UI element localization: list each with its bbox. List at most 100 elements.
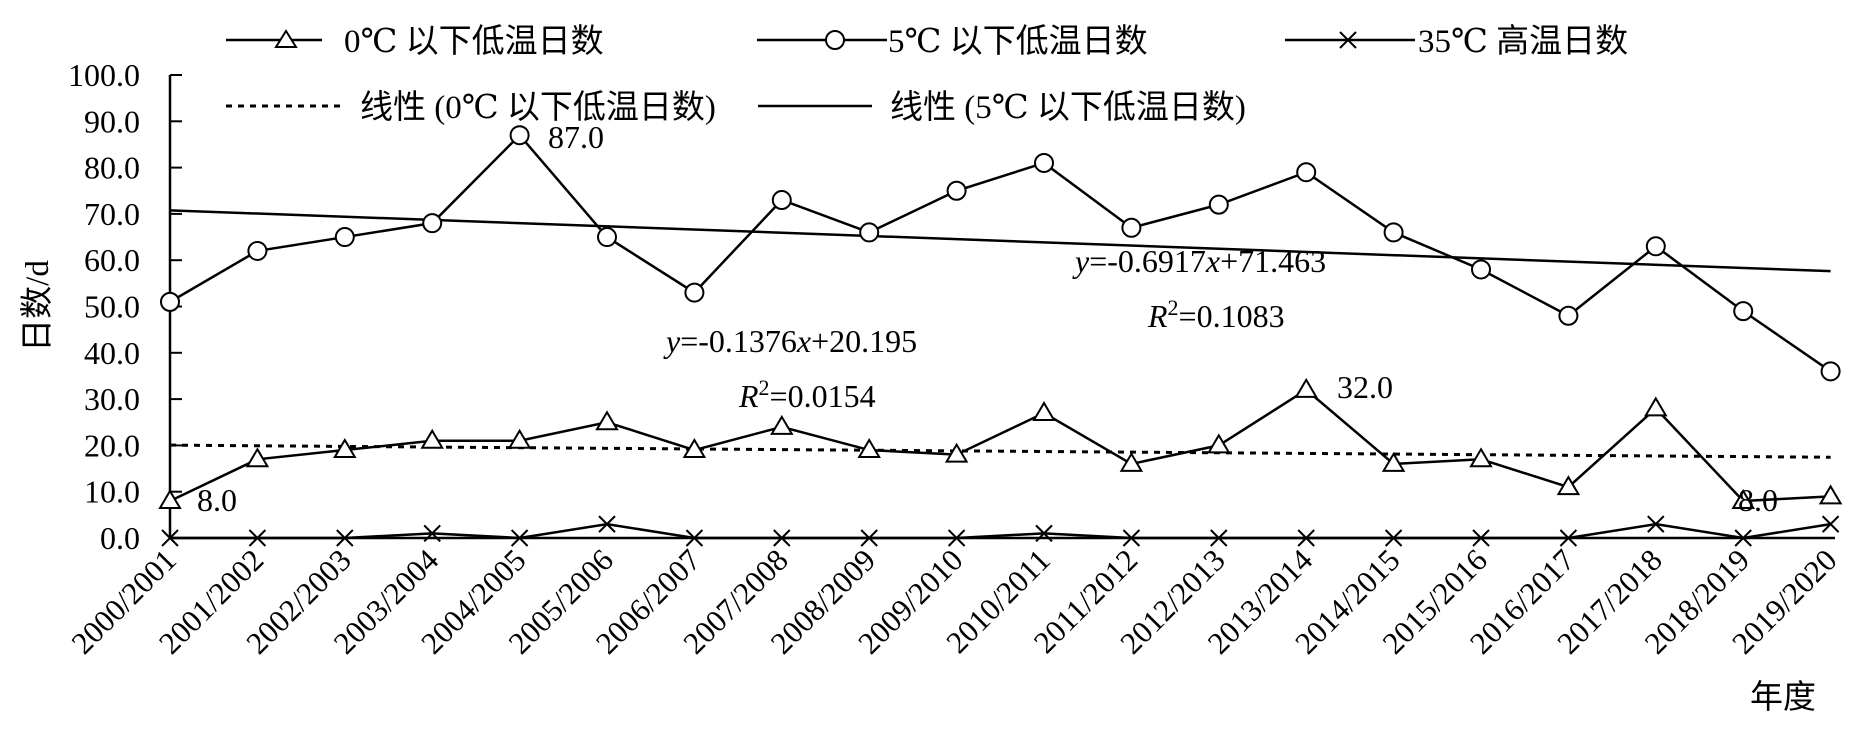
x-ticks: 2000/20012001/20022002/20032003/20042004… xyxy=(64,542,1843,661)
marker-5c xyxy=(1820,361,1841,382)
x-axis-label: 年度 xyxy=(1750,679,1816,716)
marker-5c xyxy=(1383,222,1404,243)
marker-0c xyxy=(333,438,357,459)
marker-5c xyxy=(1645,236,1666,257)
marker-0c xyxy=(1119,451,1144,472)
svg-text:R2=0.1083: R2=0.1083 xyxy=(1147,295,1285,334)
marker-35c xyxy=(685,529,704,547)
eq0-rest: +20.195 xyxy=(811,323,917,359)
r2-0-r: R xyxy=(738,378,759,414)
y-tick-label: 20.0 xyxy=(84,427,140,463)
marker-5c xyxy=(771,190,792,211)
svg-text:R2=0.0154: R2=0.0154 xyxy=(738,375,876,414)
marker-35c xyxy=(1297,529,1315,547)
y-tick-label: 0.0 xyxy=(100,520,140,556)
y-ticks: 0.0 10.0 20.0 30.0 40.0 50.0 60.0 70.0 80.0 90.0 1… xyxy=(68,57,182,556)
r2-1-sup: 2 xyxy=(1168,295,1179,320)
marker-0c xyxy=(420,428,444,449)
marker-5c xyxy=(1296,162,1317,183)
marker-35c xyxy=(1734,529,1752,547)
eq1-y: y xyxy=(1072,243,1090,279)
eq0-x: x xyxy=(796,323,811,359)
legend-label-trend-0c: 线性 (0℃ 以下低温日数) xyxy=(360,89,716,126)
marker-0c xyxy=(507,428,532,449)
marker-0c xyxy=(1294,377,1318,398)
y-tick-label: 60.0 xyxy=(84,242,140,278)
y-tick-label: 40.0 xyxy=(84,335,140,371)
marker-0c xyxy=(1644,396,1668,417)
marker-5c xyxy=(946,180,967,201)
marker-0c xyxy=(245,447,270,468)
y-axis-label: 日数/d xyxy=(19,260,56,352)
marker-0c xyxy=(1556,475,1581,496)
r2-1-value: =0.1083 xyxy=(1179,298,1285,334)
marker-35c xyxy=(336,529,354,547)
marker-0c xyxy=(158,488,182,509)
annotation-87: 87.0 xyxy=(548,119,604,155)
y-tick-label: 90.0 xyxy=(84,103,140,139)
marker-35c xyxy=(1384,529,1403,547)
marker-5c xyxy=(1558,305,1579,326)
marker-35c xyxy=(161,529,179,547)
eq0-y: y xyxy=(663,323,681,359)
marker-0c xyxy=(1381,451,1406,472)
marker-0c xyxy=(944,442,969,463)
legend-label-35c: 35℃ 高温日数 xyxy=(1418,23,1628,60)
y-tick-label: 50.0 xyxy=(84,289,140,325)
eq1-x: x xyxy=(1205,243,1220,279)
marker-0c xyxy=(1818,484,1843,505)
marker-0c xyxy=(1207,433,1231,454)
marker-0c xyxy=(1032,401,1056,421)
marker-35c xyxy=(598,515,616,533)
legend-item-35c: 35℃ 高温日数 xyxy=(1285,23,1628,60)
series-markers xyxy=(158,125,1843,547)
marker-35c xyxy=(1122,529,1141,547)
marker-35c xyxy=(1472,529,1490,547)
r2-0-value: =0.0154 xyxy=(770,378,876,414)
legend-label-trend-5c: 线性 (5℃ 以下低温日数) xyxy=(890,89,1246,126)
svg-text:y=-0.6917x+71.463: y=-0.6917x+71.463 xyxy=(1072,243,1326,279)
legend: 0℃ 以下低温日数 5℃ 以下低温日数 35℃ 高温日数 线性 (0℃ 以下低温… xyxy=(226,23,1628,126)
y-tick-label: 70.0 xyxy=(84,196,140,232)
annotation-8-start: 8.0 xyxy=(197,482,237,518)
marker-5c xyxy=(859,222,880,243)
marker-35c xyxy=(1035,524,1053,543)
marker-35c xyxy=(773,529,791,547)
marker-35c xyxy=(1647,515,1665,533)
marker-5c xyxy=(509,125,530,146)
marker-0c xyxy=(770,414,794,435)
eq1-coef: =-0.6917 xyxy=(1089,243,1206,279)
y-tick-label: 100.0 xyxy=(68,57,140,93)
marker-5c xyxy=(1733,301,1754,322)
series-line-0c xyxy=(169,388,1831,503)
marker-5c xyxy=(597,227,617,248)
legend-item-trend-0c: 线性 (0℃ 以下低温日数) xyxy=(226,89,716,126)
marker-5c xyxy=(1121,217,1142,238)
marker-35c xyxy=(248,529,267,547)
r2-1-r: R xyxy=(1147,298,1168,334)
annotation-8-end: 8.0 xyxy=(1738,482,1778,518)
legend-label-5c: 5℃ 以下低温日数 xyxy=(888,23,1148,60)
legend-item-5c: 5℃ 以下低温日数 xyxy=(757,23,1148,60)
legend-label-0c: 0℃ 以下低温日数 xyxy=(344,23,604,60)
marker-0c xyxy=(595,410,619,431)
marker-35c xyxy=(1821,515,1840,533)
marker-35c xyxy=(947,529,966,547)
legend-item-trend-5c: 线性 (5℃ 以下低温日数) xyxy=(758,89,1246,126)
marker-35c xyxy=(510,529,529,547)
marker-5c xyxy=(684,282,705,303)
marker-5c xyxy=(160,291,180,312)
marker-35c xyxy=(1559,529,1578,547)
marker-35c xyxy=(1210,529,1228,547)
marker-0c xyxy=(857,438,881,459)
trend-equation-0c: y=-0.1376x+20.195 R2=0.0154 xyxy=(663,323,917,414)
y-tick-label: 10.0 xyxy=(84,474,140,510)
y-tick-label: 30.0 xyxy=(84,381,140,417)
r2-0-sup: 2 xyxy=(759,375,770,400)
legend-item-0c: 0℃ 以下低温日数 xyxy=(226,23,604,60)
marker-35c xyxy=(860,529,878,547)
annotation-32: 32.0 xyxy=(1337,369,1393,405)
marker-5c xyxy=(422,213,443,234)
series-line-35c xyxy=(170,522,1831,540)
